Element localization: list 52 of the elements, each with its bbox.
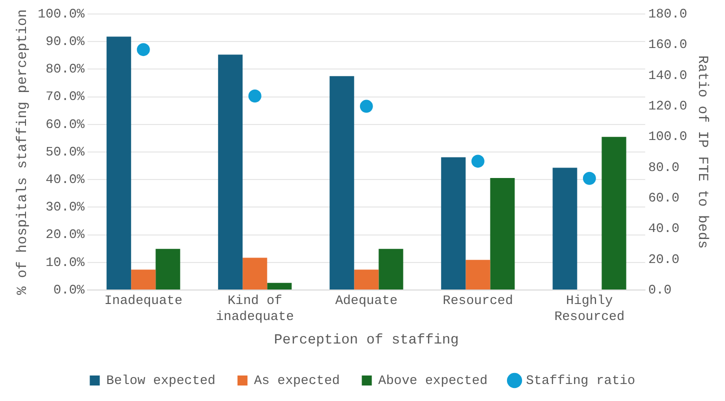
y2-tick-label: 60.0 bbox=[648, 190, 680, 206]
bar bbox=[490, 178, 515, 290]
y2-tick-label: 80.0 bbox=[648, 160, 680, 175]
bar bbox=[441, 157, 466, 290]
point bbox=[136, 43, 150, 56]
y2-tick-label: 100.0 bbox=[648, 129, 688, 144]
y-tick-label: 70.0% bbox=[46, 89, 85, 104]
bar bbox=[131, 270, 156, 290]
y-tick-label: 100.0% bbox=[38, 6, 85, 22]
bar bbox=[218, 54, 243, 290]
legend-label: As expected bbox=[254, 372, 340, 388]
y-tick-label: 90.0% bbox=[46, 34, 85, 50]
y2-tick-label: 20.0 bbox=[648, 252, 680, 267]
y-axis-title: % of hospitals staffing perception bbox=[15, 9, 32, 295]
point bbox=[582, 172, 596, 185]
bar bbox=[267, 282, 292, 290]
x-tick-label: Resourced bbox=[442, 293, 514, 308]
y2-tick-label: 120.0 bbox=[648, 98, 688, 114]
y-tick-label: 30.0% bbox=[46, 200, 85, 215]
bar bbox=[466, 260, 490, 290]
y-tick-label: 80.0% bbox=[46, 62, 85, 77]
point bbox=[471, 154, 484, 168]
y-tick-label: 50.0% bbox=[46, 144, 85, 160]
bar bbox=[156, 248, 180, 290]
bar bbox=[354, 270, 379, 290]
bar bbox=[242, 258, 268, 290]
legend-label: Below expected bbox=[106, 372, 216, 388]
bar bbox=[378, 248, 404, 290]
x-tick-label: Kind of inadequate bbox=[216, 293, 294, 324]
point bbox=[248, 90, 262, 103]
y2-tick-label: 160.0 bbox=[648, 37, 688, 52]
bar bbox=[552, 168, 578, 290]
legend-label: Staffing ratio bbox=[526, 372, 636, 388]
x-tick-label: Adequate bbox=[335, 293, 398, 308]
y2-tick-label: 140.0 bbox=[648, 68, 688, 83]
y2-tick-label: 180.0 bbox=[648, 6, 688, 22]
bar bbox=[106, 36, 132, 290]
y-tick-label: 60.0% bbox=[46, 116, 85, 132]
x-tick-label: Highly Resourced bbox=[554, 293, 625, 324]
x-axis-title: Perception of staffing bbox=[274, 332, 459, 348]
y-tick-label: 20.0% bbox=[46, 227, 85, 242]
x-tick-label: Inadequate bbox=[104, 293, 182, 308]
y-tick-label: 40.0% bbox=[46, 172, 85, 188]
y2-tick-label: 40.0 bbox=[648, 221, 680, 236]
y-tick-label: 10.0% bbox=[46, 254, 85, 270]
y2-tick-label: 0.0 bbox=[648, 282, 672, 298]
y-tick-label: 0.0% bbox=[53, 282, 85, 298]
point bbox=[360, 100, 373, 113]
y2-axis-title: Ratio of IP FTE to beds bbox=[694, 55, 710, 249]
legend-label: Above expected bbox=[378, 372, 488, 388]
bar bbox=[602, 136, 626, 290]
bar bbox=[330, 76, 354, 290]
